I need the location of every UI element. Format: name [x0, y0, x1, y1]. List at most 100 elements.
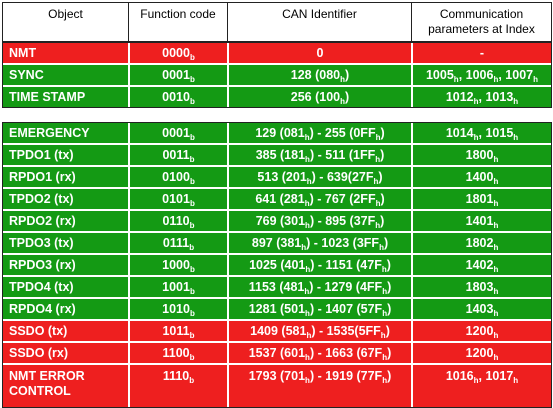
subscript-suffix: h — [493, 353, 499, 362]
table-row: RPDO1 (rx) 0100b 513 (201h) - 639(27Fh) 140… — [3, 167, 551, 189]
subscript-suffix: h — [493, 75, 499, 84]
subscript-suffix: h — [513, 376, 519, 385]
communication-parameters-cell: 1801h — [411, 189, 551, 211]
table-row: TPDO1 (tx) 0011b 385 (181h) - 511 (1FFh) 18… — [3, 145, 551, 167]
subscript-suffix: h — [533, 75, 538, 84]
binary-suffix: b — [189, 309, 195, 318]
subscript-suffix: h — [375, 221, 381, 230]
communication-parameters-cell: 1005h, 1006h, 1007h — [411, 65, 551, 87]
function-code-value: 0001 — [162, 126, 190, 140]
function-code-cell: 1011b — [128, 321, 227, 343]
can-identifier-cell: 769 (301h) - 895 (37Fh) — [227, 211, 411, 233]
function-code-cell: 0011b — [128, 145, 227, 167]
binary-suffix: b — [189, 353, 195, 362]
object-cell: TPDO1 (tx) — [3, 145, 128, 167]
function-code-cell: 0101b — [128, 189, 227, 211]
function-code-cell: 0100b — [128, 167, 227, 189]
subscript-suffix: h — [301, 243, 307, 252]
table-row: NMT ERROR CONTROL 1110b 1793 (701h) - 1919… — [3, 365, 551, 407]
subscript-suffix: h — [473, 376, 479, 385]
binary-suffix: b — [189, 221, 195, 230]
subscript-suffix: h — [305, 155, 310, 164]
table-row: RPDO2 (rx) 0110b 769 (301h) - 895 (37Fh) 14… — [3, 211, 551, 233]
table-row: NMT 0000b 0- — [3, 43, 551, 65]
can-identifier-cell: 385 (181h) - 511 (1FFh) — [227, 145, 411, 167]
subscript-suffix: h — [382, 309, 388, 318]
function-code-cell: 0111b — [128, 233, 227, 255]
can-identifier-cell: 0 — [227, 43, 411, 65]
object-cell: RPDO3 (rx) — [3, 255, 128, 277]
binary-suffix: b — [189, 243, 195, 252]
communication-parameters-cell: - — [411, 43, 551, 65]
object-cell: NMT ERROR CONTROL — [3, 365, 128, 407]
function-code-cell: 0010b — [128, 87, 227, 107]
function-code-value: 0101 — [162, 192, 190, 206]
communication-parameters-cell: 1200h — [411, 321, 551, 343]
subscript-suffix: h — [373, 177, 379, 186]
can-identifier-cell: 1025 (401h) - 1151 (47Fh) — [227, 255, 411, 277]
subscript-suffix: h — [340, 75, 346, 84]
subscript-suffix: h — [304, 133, 310, 142]
function-code-value: 0001 — [162, 68, 190, 82]
function-code-cell: 1001b — [128, 277, 227, 299]
subscript-suffix: h — [304, 199, 310, 208]
object-cell: TPDO2 (tx) — [3, 189, 128, 211]
subscript-suffix: h — [375, 155, 381, 164]
object-cell: SSDO (rx) — [3, 343, 128, 365]
object-cell: TPDO4 (tx) — [3, 277, 128, 299]
binary-suffix: b — [189, 75, 195, 84]
subscript-suffix: h — [473, 97, 479, 106]
can-identifier-cell: 1153 (481h) - 1279 (4FFh) — [227, 277, 411, 299]
subscript-suffix: h — [304, 287, 310, 296]
subscript-suffix: h — [305, 376, 310, 385]
table-row: EMERGENCY 0001b 129 (081h) - 255 (0FFh) 101… — [3, 123, 551, 145]
table-row: TPDO2 (tx) 0101b 641 (281h) - 767 (2FFh) 18… — [3, 189, 551, 211]
subscript-suffix: h — [493, 177, 499, 186]
subscript-suffix: h — [382, 287, 388, 296]
function-code-cell: 1000b — [128, 255, 227, 277]
communication-parameters-cell: 1400h — [411, 167, 551, 189]
can-identifier-cell: 256 (100h) — [227, 87, 411, 107]
binary-suffix: b — [189, 155, 195, 164]
subscript-suffix: h — [380, 331, 386, 340]
object-cell: RPDO1 (rx) — [3, 167, 128, 189]
subscript-suffix: h — [305, 221, 310, 230]
subscript-suffix: h — [493, 331, 499, 340]
subscript-suffix: h — [305, 265, 311, 274]
header-object: Object — [3, 3, 128, 41]
communication-parameters-cell: 1403h — [411, 299, 551, 321]
can-identifier-cell: 128 (080h) — [227, 65, 411, 87]
function-code-value: 0100 — [162, 170, 190, 184]
can-identifier-cell: 1281 (501h) - 1407 (57Fh) — [227, 299, 411, 321]
table-row: SSDO (rx) 1100b 1537 (601h) - 1663 (67Fh) 1… — [3, 343, 551, 365]
communication-parameters-cell: 1800h — [411, 145, 551, 167]
binary-suffix: b — [189, 376, 195, 385]
broadcast-objects-table: NMT 0000b 0- SYNC 0001b 128 (080h) 1005h, 1006… — [2, 42, 552, 108]
subscript-suffix: h — [493, 155, 499, 164]
subscript-suffix: h — [473, 133, 479, 142]
subscript-suffix: h — [382, 353, 388, 362]
table-row: TPDO4 (tx) 1001b 1153 (481h) - 1279 (4FFh)… — [3, 277, 551, 299]
communication-parameters-cell: 1401h — [411, 211, 551, 233]
subscript-suffix: h — [306, 177, 312, 186]
function-code-cell: 0000b — [128, 43, 227, 65]
subscript-suffix: h — [513, 133, 519, 142]
communication-parameters-cell: 1402h — [411, 255, 551, 277]
table-row: TIME STAMP 0010b 256 (100h) 1012h, 1013h — [3, 87, 551, 107]
binary-suffix: b — [189, 265, 195, 274]
can-identifier-cell: 129 (081h) - 255 (0FFh) — [227, 123, 411, 145]
subscript-suffix: h — [306, 331, 312, 340]
can-identifier-cell: 1793 (701h) - 1919 (77Fh) — [227, 365, 411, 407]
subscript-suffix: h — [493, 199, 499, 208]
communication-parameters-cell: 1012h, 1013h — [411, 87, 551, 107]
peer-objects-table: EMERGENCY 0001b 129 (081h) - 255 (0FFh) 101… — [2, 122, 552, 408]
function-code-value: 0011 — [162, 148, 190, 162]
function-code-cell: 1100b — [128, 343, 227, 365]
function-code-cell: 0110b — [128, 211, 227, 233]
function-code-cell: 0001b — [128, 123, 227, 145]
can-identifier-cell: 641 (281h) - 767 (2FFh) — [227, 189, 411, 211]
header-function-code: Function code — [128, 3, 227, 41]
can-identifier-cell: 1537 (601h) - 1663 (67Fh) — [227, 343, 411, 365]
subscript-suffix: h — [382, 376, 388, 385]
